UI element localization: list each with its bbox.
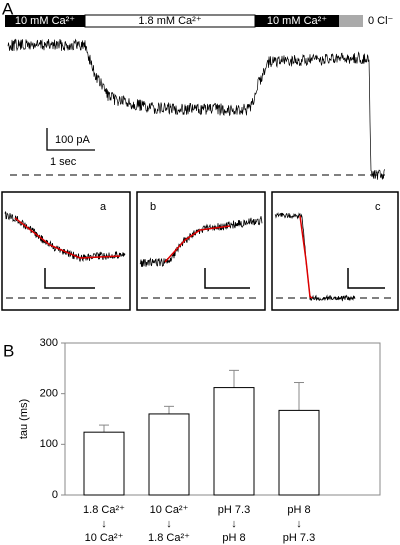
x-tick-label: 1.8 Ca²⁺	[148, 532, 190, 544]
y-tick-label: 100	[40, 438, 58, 450]
trace	[139, 216, 263, 267]
scale-bar	[204, 268, 250, 289]
bar	[213, 387, 255, 496]
panel-label: A	[2, 0, 14, 18]
scale-label: 100 pA	[55, 134, 91, 146]
bar	[148, 413, 190, 496]
y-axis-label: tau (ms)	[18, 399, 30, 439]
inset-label: a	[100, 201, 107, 213]
inset-box	[1, 191, 131, 311]
y-tick-label: 0	[52, 489, 58, 501]
x-tick-label: pH 7.3	[283, 532, 315, 544]
x-tick-label: 1.8 Ca²⁺	[83, 504, 125, 516]
y-tick-label: 300	[40, 337, 58, 349]
x-tick-label: 10 Ca²⁺	[85, 532, 124, 544]
x-tick-label: pH 8	[287, 504, 310, 516]
x-tick-label: ↓	[231, 518, 237, 530]
trace	[4, 211, 126, 263]
bar	[278, 409, 320, 496]
scale-bar	[44, 268, 95, 289]
solution-bar	[255, 15, 339, 27]
solution-bar	[339, 15, 363, 27]
inset-box	[271, 191, 399, 311]
x-tick-label: ↓	[166, 518, 172, 530]
x-tick-label: ↓	[296, 518, 302, 530]
panel-label: B	[3, 341, 14, 360]
x-tick-label: pH 7.3	[218, 504, 250, 516]
solution-label: 1.8 mM Ca²⁺	[138, 15, 201, 27]
solution-bar	[5, 15, 85, 27]
trace	[14, 217, 121, 259]
solution-label: 10 mM Ca²⁺	[267, 15, 327, 27]
traces	[4, 38, 385, 302]
inset-label: c	[375, 201, 381, 213]
x-tick-label: pH 8	[222, 532, 245, 544]
trace	[299, 215, 314, 299]
trace	[164, 225, 231, 263]
inset-box	[136, 191, 266, 311]
solution-label: 10 mM Ca²⁺	[15, 15, 75, 27]
bar	[83, 431, 125, 496]
inset-label: b	[150, 201, 156, 213]
solution-label: 0 Cl⁻	[368, 15, 394, 27]
scale-label: 1 sec	[50, 156, 77, 168]
x-tick-label: 10 Ca²⁺	[150, 504, 189, 516]
trace	[7, 38, 385, 180]
y-tick-label: 200	[40, 388, 58, 400]
scale-bar	[46, 128, 95, 151]
x-tick-label: ↓	[101, 518, 107, 530]
scale-bar	[347, 268, 385, 289]
trace	[274, 212, 356, 302]
